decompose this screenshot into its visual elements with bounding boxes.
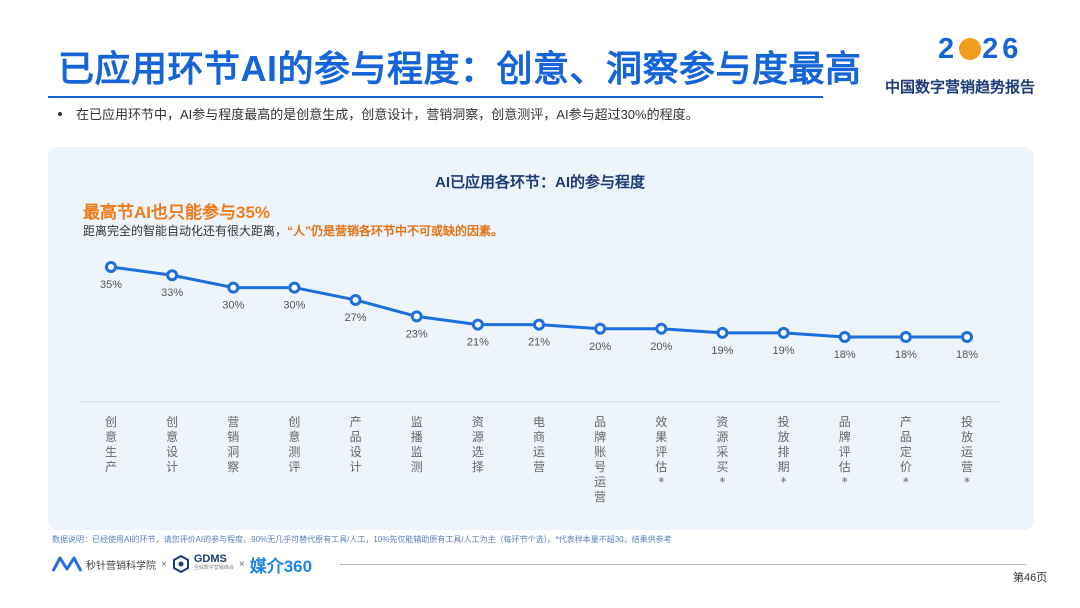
data-point [961,331,973,343]
data-labels: 35% 33% 30% 30% 27% 23% 21% 21% 20% 20% 19% 19% 18% 1… [100,279,978,361]
miaozhen-logo-icon [52,556,82,572]
data-label: 19% [711,345,733,357]
gdms-logo: GDMS 全域数字营销峰会 [193,553,234,573]
data-label: 18% [956,349,978,361]
report-year-logo: 2 26 [938,33,1022,66]
data-label: 35% [100,279,122,291]
data-point [594,322,607,335]
x-tick-label: 电商运营 [533,415,545,474]
data-point [471,318,484,331]
callout-text-plain: 距离完全的智能自动化还有很大距离， [83,224,288,238]
data-point [410,310,423,323]
data-point [838,331,851,343]
x-tick-label: 营销洞察 [227,415,239,474]
x-tick-label: 投放排期* [778,414,790,489]
org2-name: GDMS [193,553,227,565]
data-point [349,293,362,306]
title-underline [48,96,823,98]
data-label: 33% [161,287,183,299]
org1-name: 秒针营销科学院 [86,560,156,572]
sep-2: × [238,558,245,570]
summary-text: 在已应用环节中，AI参与程度最高的是创意生成，创意设计，营销洞察，创意测评，AI… [76,107,699,122]
x-tick-label: 品牌评估* [839,415,851,489]
data-point [227,281,240,294]
bullet-dot-icon [58,112,62,116]
x-tick-label: 资源采买* [716,415,728,489]
x-tick-label: 资源选择 [472,415,484,474]
callout-headline: 最高节AI也只能参与35% [83,203,271,222]
data-point [166,269,179,282]
data-footnote: 数据说明：已经使用AI的环节，请您评价AI的参与程度。90%无几乎可替代原有工具… [52,535,672,544]
series-ai-participation [105,261,973,343]
data-label: 21% [528,337,550,349]
x-tick-label: 创意设计 [166,415,178,474]
callout-text-highlight: “人”仍是营销各环节中不可或缺的因素。 [287,224,504,238]
data-point [716,326,729,339]
data-label: 23% [406,328,428,340]
year-dot-icon [959,38,982,60]
x-tick-label: 品牌账号运营 [594,415,606,504]
x-tick-label: 效果评估* [655,414,667,489]
data-label: 21% [467,337,489,349]
x-tick-label: 创意测评 [288,415,300,474]
x-axis: 创意生产 创意设计 营销洞察 创意测评 产品设计 监播监测 资源选择 电商运营 品牌账号运营 效果… [80,401,1000,504]
x-tick-label: 投放运营* [961,414,973,489]
data-point [288,281,301,294]
gdms-hex-icon [172,555,189,573]
data-label: 30% [283,300,305,312]
data-label: 19% [773,345,795,357]
x-tick-label: 产品定价* [900,415,912,489]
data-label: 18% [895,349,917,361]
footer-divider [340,564,1026,565]
footer-logos: 秒针营销科学院 × GDMS 全域数字营销峰会 × 媒介360 [52,553,313,576]
x-tick-label: 创意生产 [105,415,117,474]
year-part-a: 2 [938,33,959,65]
data-label: 20% [650,341,672,353]
chart-title: AI已应用各环节：AI的参与程度 [434,174,645,191]
page-title: 已应用环节AI的参与程度：创意、洞察参与度最高 [58,48,862,89]
org3-logo: 媒介360 [249,556,313,576]
report-subtitle: 中国数字营销趋势报告 [885,79,1036,96]
data-point [105,261,117,273]
data-point [777,326,790,339]
data-label: 20% [589,341,611,353]
summary-bullet: 在已应用环节中，AI参与程度最高的是创意生成，创意设计，营销洞察，创意测评，AI… [58,104,699,123]
year-part-b: 26 [982,33,1023,65]
data-label: 18% [834,349,856,361]
callout-text: 距离完全的智能自动化还有很大距离，“人”仍是营销各环节中不可或缺的因素。 [83,222,503,239]
data-label: 30% [222,300,244,312]
data-point [655,322,668,335]
data-point [533,318,545,331]
x-tick-label: 监播监测 [411,415,423,474]
sep-1: × [161,558,167,570]
data-point [899,331,912,343]
x-tick-label: 产品设计 [350,415,362,474]
org2-sub: 全域数字营销峰会 [193,565,234,571]
page-number: 第46页 [1013,572,1048,584]
data-label: 27% [345,312,367,324]
